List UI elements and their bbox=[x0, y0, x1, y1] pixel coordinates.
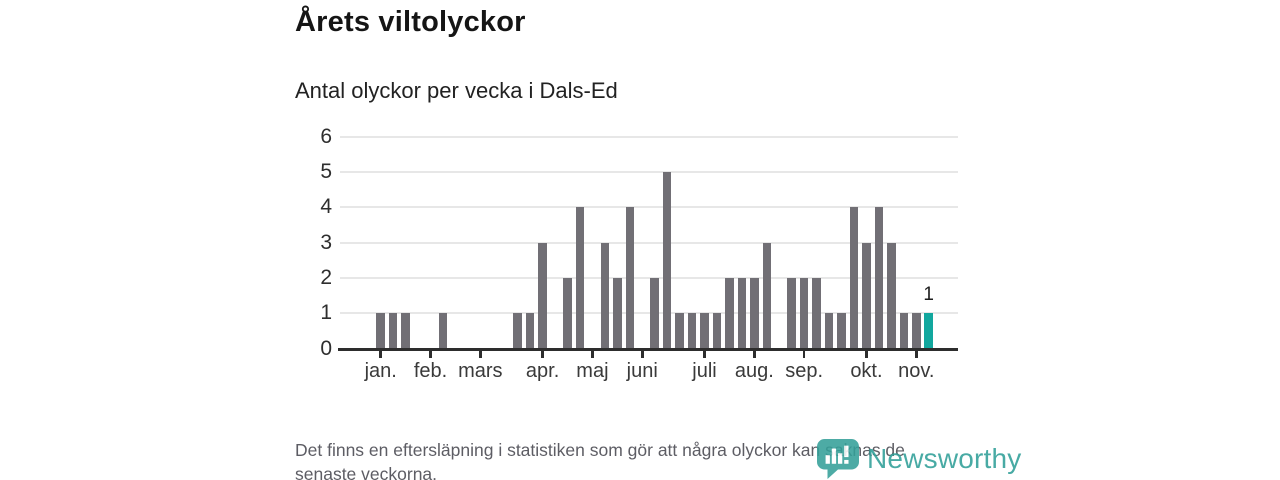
month-tick bbox=[915, 350, 918, 358]
bar bbox=[525, 313, 535, 349]
month-tick-label: jan. bbox=[364, 360, 397, 382]
chart-subtitle: Antal olyckor per vecka i Dals-Ed bbox=[295, 78, 618, 103]
newsworthy-wordmark: Newsworthy bbox=[867, 443, 1022, 474]
x-axis-line bbox=[338, 347, 958, 351]
disclaimer-line: senaste veckorna. bbox=[295, 463, 438, 480]
gridline bbox=[340, 206, 958, 209]
month-tick bbox=[379, 350, 382, 358]
bar bbox=[899, 313, 909, 349]
month-tick-label: juli bbox=[692, 360, 717, 382]
month-tick-label: okt. bbox=[850, 360, 883, 382]
month-tick-label: apr. bbox=[525, 360, 560, 382]
bar bbox=[750, 277, 759, 349]
month-tick bbox=[541, 350, 544, 358]
month-tick bbox=[865, 350, 868, 358]
bar bbox=[538, 242, 547, 349]
y-tick-label: 6 bbox=[320, 124, 332, 148]
bar bbox=[650, 277, 659, 349]
y-tick-label: 4 bbox=[320, 195, 332, 219]
month-tick-label: maj bbox=[576, 360, 609, 382]
bar bbox=[874, 207, 884, 349]
bar-highlighted bbox=[924, 313, 933, 349]
y-tick-label: 3 bbox=[320, 230, 332, 254]
bar bbox=[388, 313, 398, 349]
month-tick bbox=[641, 350, 644, 358]
bar bbox=[575, 207, 585, 349]
gridline bbox=[340, 312, 958, 315]
gridline bbox=[340, 241, 958, 244]
bar bbox=[837, 313, 846, 349]
bar bbox=[762, 242, 772, 349]
month-tick bbox=[429, 350, 432, 358]
y-tick-label: 5 bbox=[320, 159, 332, 183]
month-tick-label: feb. bbox=[413, 360, 448, 382]
month-tick-label: aug. bbox=[734, 360, 774, 382]
gridline bbox=[340, 135, 958, 138]
bar bbox=[862, 242, 871, 349]
y-tick-label: 0 bbox=[320, 336, 332, 360]
month-tick bbox=[802, 350, 806, 358]
gridline bbox=[340, 276, 958, 279]
month-tick bbox=[591, 350, 594, 358]
month-tick-label: juni bbox=[626, 360, 658, 382]
bar bbox=[911, 313, 921, 349]
bar bbox=[700, 313, 709, 349]
bar bbox=[812, 277, 821, 349]
month-tick-label: mars bbox=[458, 360, 503, 382]
bar bbox=[613, 277, 622, 349]
bar bbox=[687, 313, 697, 349]
bar bbox=[824, 313, 834, 349]
y-tick-label: 2 bbox=[320, 265, 332, 289]
bar bbox=[887, 242, 896, 349]
month-tick bbox=[753, 350, 756, 358]
bar bbox=[513, 313, 522, 349]
newsworthy-logo: Newsworthy bbox=[816, 438, 1021, 480]
y-tick-label: 1 bbox=[320, 301, 332, 325]
bar bbox=[799, 277, 809, 349]
month-tick bbox=[703, 350, 706, 358]
bar bbox=[376, 313, 385, 349]
bar bbox=[725, 277, 734, 349]
last-bar-value-label: 1 bbox=[923, 284, 934, 305]
disclaimer-line: Det finns en eftersläpning i statistiken… bbox=[295, 440, 905, 460]
bar bbox=[787, 277, 796, 349]
newsworthy-logo-icon bbox=[816, 438, 860, 480]
bar bbox=[712, 313, 722, 349]
month-tick-label: sep. bbox=[785, 360, 824, 382]
bar bbox=[401, 313, 410, 349]
gridline bbox=[340, 170, 958, 173]
bar bbox=[662, 171, 672, 349]
bar bbox=[737, 277, 747, 349]
bar bbox=[675, 313, 684, 349]
bar bbox=[563, 277, 572, 349]
bar bbox=[849, 207, 859, 349]
month-tick bbox=[479, 350, 482, 358]
bar bbox=[625, 207, 635, 349]
disclaimer-text: Det finns en eftersläpning i statistiken… bbox=[295, 439, 905, 480]
bar bbox=[438, 313, 448, 349]
bar bbox=[600, 242, 610, 349]
chart-title: Årets viltolyckor bbox=[295, 6, 526, 38]
month-tick-label: nov. bbox=[898, 360, 935, 382]
